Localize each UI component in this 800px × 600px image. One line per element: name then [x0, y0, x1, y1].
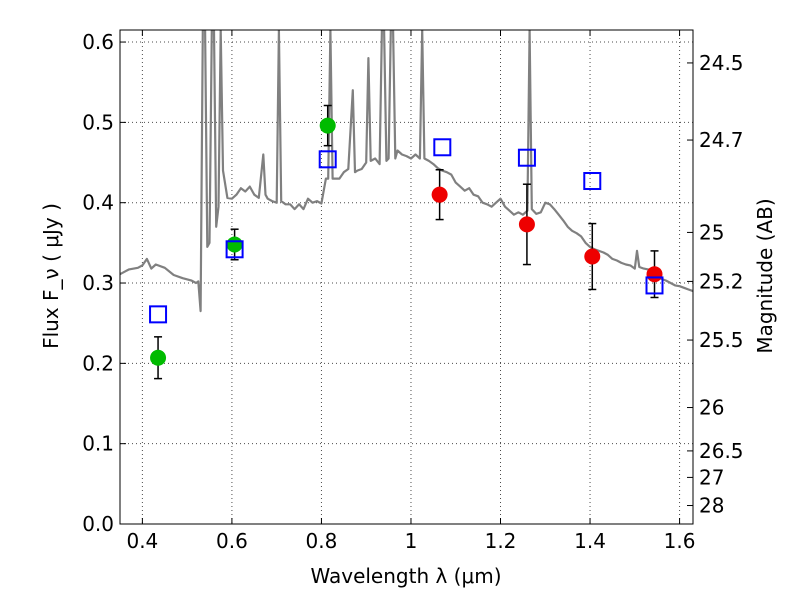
data-point	[226, 236, 243, 253]
data-point	[319, 117, 336, 134]
y2-tick-label: 24.5	[699, 51, 744, 75]
y2-tick-label: 27	[699, 465, 724, 489]
model-point	[318, 150, 337, 169]
y-axis-ticks: 0.0 0.1 0.2 0.3 0.4 0.5 0.6	[82, 30, 126, 536]
data-point	[431, 186, 448, 203]
y-tick-label: 0.0	[82, 512, 114, 536]
x-axis-ticks: 0.4 0.6 0.8 1 1.2 1.4 1.6	[126, 30, 695, 553]
y2-axis-title: Magnitude (AB)	[753, 198, 777, 353]
y-tick-label: 0.6	[82, 30, 114, 54]
model-point	[149, 305, 168, 324]
y-tick-label: 0.5	[82, 110, 114, 134]
y-axis-title: Flux F_ν ( μJy )	[39, 203, 63, 349]
y2-tick-label: 28	[699, 494, 724, 518]
y-tick-label: 0.2	[82, 351, 114, 375]
y-tick-label: 0.3	[82, 271, 114, 295]
y2-tick-label: 26	[699, 396, 724, 420]
data-point	[518, 216, 535, 233]
spectrum-line	[120, 30, 693, 313]
y-tick-label: 0.1	[82, 432, 114, 456]
y2-tick-label: 25	[699, 220, 724, 244]
y2-tick-label: 24.7	[699, 128, 744, 152]
y2-tick-label: 26.5	[699, 439, 744, 463]
x-tick-label: 1.2	[485, 529, 517, 553]
y2-tick-label: 25.5	[699, 328, 744, 352]
x-tick-label: 0.8	[306, 529, 338, 553]
x-tick-label: 0.6	[216, 529, 248, 553]
data-markers	[149, 117, 664, 366]
x-tick-label: 1.4	[574, 529, 606, 553]
model-point	[517, 148, 536, 167]
y2-axis-ticks: 24.5 24.7 25 25.2 25.5 26 26.527 28	[687, 51, 744, 518]
y-tick-label: 0.4	[82, 191, 114, 215]
model-point	[583, 172, 602, 191]
x-tick-label: 0.4	[126, 529, 158, 553]
model-spectrum	[120, 30, 693, 313]
data-point	[584, 248, 601, 265]
x-tick-label: 1.6	[664, 529, 696, 553]
model-point	[433, 138, 452, 157]
plot-frame	[119, 29, 694, 525]
x-axis-title: Wavelength λ (μm)	[310, 564, 501, 588]
data-point	[646, 266, 663, 283]
y2-tick-label: 25.2	[699, 269, 744, 293]
model-point	[225, 240, 244, 259]
model-point	[645, 276, 664, 295]
x-tick-label: 1	[405, 529, 418, 553]
data-point	[150, 349, 167, 366]
